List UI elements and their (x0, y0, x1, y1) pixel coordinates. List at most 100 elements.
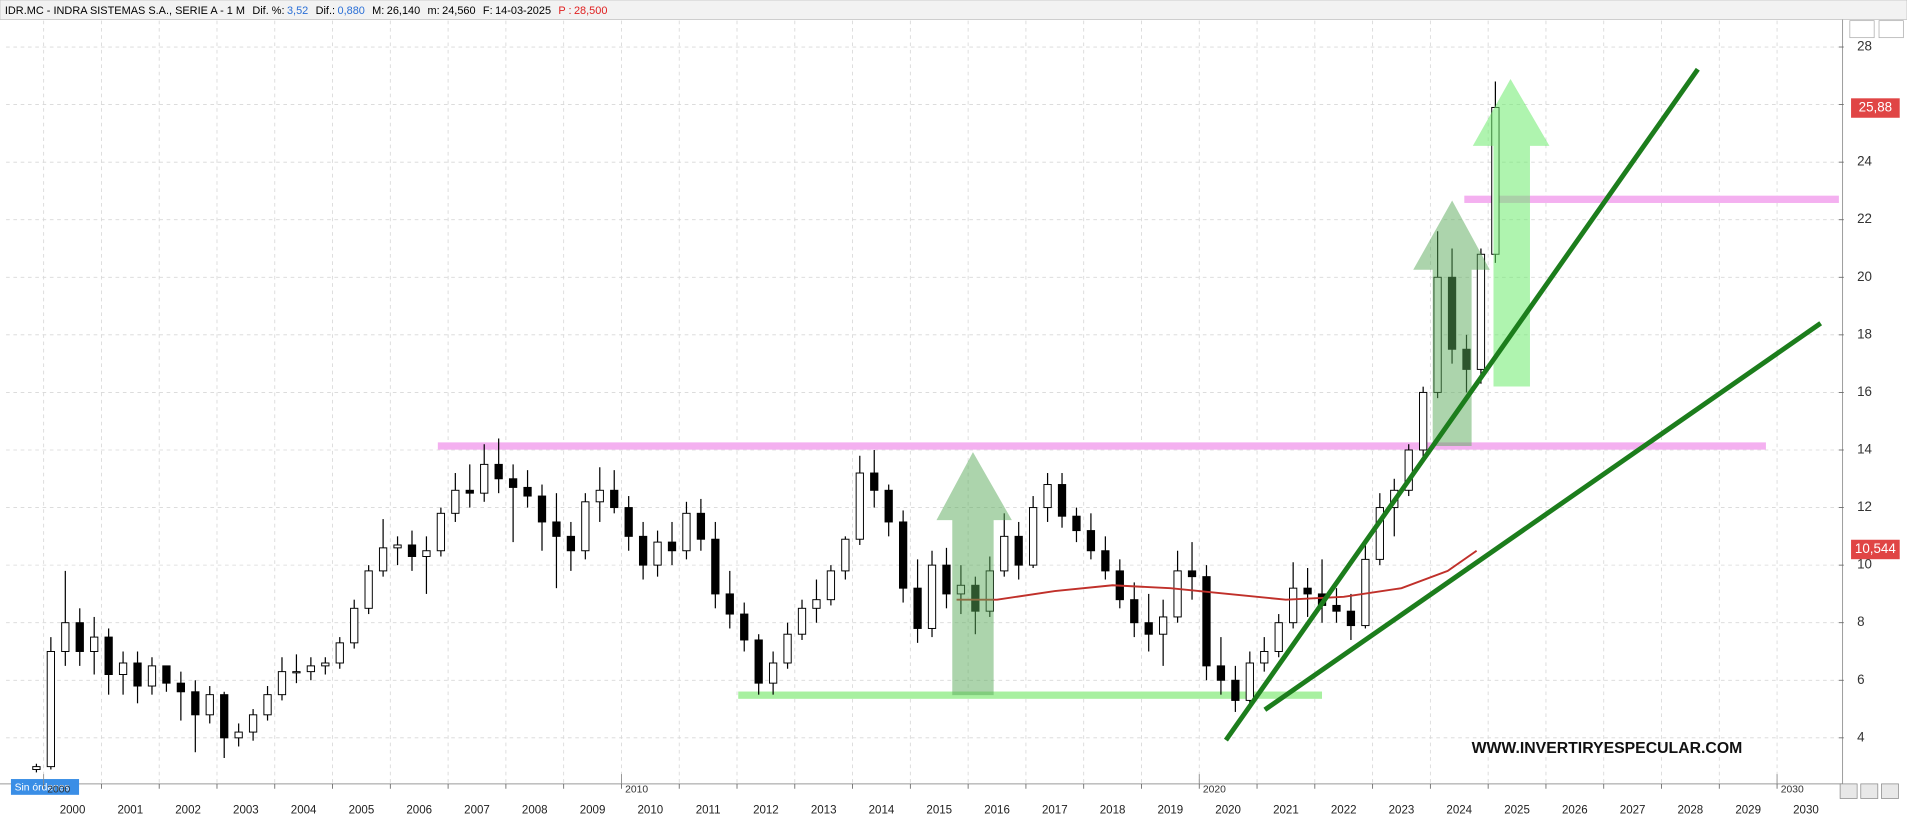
window-button[interactable] (1849, 20, 1875, 39)
trend-line (1223, 67, 1700, 742)
candle-body (263, 694, 272, 716)
x-tick-label: 2003 (233, 805, 259, 817)
candle-body (552, 521, 561, 537)
candle-body (1404, 449, 1413, 491)
header-value: 14-03-2025 (495, 5, 551, 17)
candle-body (32, 766, 41, 770)
header-bar (0, 0, 1907, 20)
x-tick-label: 2006 (406, 805, 432, 817)
x-tick-label: 2001 (117, 805, 143, 817)
candle-body (826, 570, 836, 601)
candle-body (90, 636, 99, 652)
price-label: 10,544 (1855, 541, 1896, 556)
header-value: 3,52 (287, 5, 308, 17)
candle-body (147, 665, 157, 687)
candle-body (927, 564, 937, 629)
x-tick-label: 2028 (1678, 805, 1704, 817)
candle-body (104, 636, 113, 675)
x-tick-label: 2022 (1331, 805, 1357, 817)
header-value: 26,140 (387, 5, 420, 17)
candle-body (277, 671, 287, 696)
x-tick-label: 2026 (1562, 805, 1588, 817)
candle-body (768, 662, 778, 684)
x-tick-label: 2029 (1735, 805, 1761, 817)
candle-body (1173, 570, 1182, 618)
candle-body (306, 665, 316, 673)
x-tick-label: 2021 (1273, 805, 1299, 817)
x-tick-label: 2013 (811, 805, 837, 817)
header-value: 24,560 (442, 5, 475, 17)
candles (32, 81, 1500, 773)
candle-body (624, 507, 633, 537)
y-tick-label: 14 (1857, 442, 1872, 457)
candle-body (1043, 484, 1052, 509)
candle-body (1419, 391, 1428, 451)
orders-status: Sin órdenes (15, 782, 70, 793)
header-value: 28,500 (574, 5, 607, 17)
header: IDR.MC - INDRA SISTEMAS S.A., SERIE A - … (5, 5, 608, 17)
window-button[interactable] (1878, 20, 1904, 39)
candle-body (1231, 679, 1240, 701)
candle-body (422, 550, 431, 557)
header-label: Dif.: (316, 5, 335, 17)
candle-body (364, 570, 373, 609)
candle-body (682, 512, 691, 552)
candle-body (133, 662, 142, 687)
header-label: Dif. %: (252, 5, 284, 17)
orders-badge (10, 779, 80, 795)
candle-body (653, 541, 662, 566)
candle-body (638, 535, 648, 566)
resistance-band (437, 442, 1766, 450)
candle-body (1130, 599, 1139, 624)
candle-body (176, 682, 186, 693)
header-label: m: (428, 5, 440, 17)
candle-body (350, 607, 359, 644)
candle-body (1057, 484, 1067, 517)
candle-body (46, 650, 55, 768)
scroll-button[interactable] (1839, 783, 1858, 799)
y-tick-label: 22 (1857, 211, 1872, 226)
x-tick-label: 2024 (1446, 805, 1472, 817)
candle-body (1274, 622, 1283, 652)
resistance-band (1464, 195, 1839, 203)
x-tick-label: 2012 (753, 805, 779, 817)
candle-body (1072, 515, 1081, 532)
candle-body (754, 639, 763, 684)
candle-body (841, 538, 850, 572)
decade-label: 2000 (47, 785, 70, 796)
x-tick-label: 2005 (349, 805, 375, 817)
candle-body (205, 694, 214, 716)
candle-body (1029, 507, 1038, 566)
annotations (936, 67, 1823, 742)
candle-body (595, 489, 604, 503)
candle-body (162, 665, 171, 684)
x-tick-label: 2018 (1100, 805, 1126, 817)
candle-body (1159, 616, 1168, 635)
menu-button[interactable] (1881, 783, 1899, 799)
candle-body (465, 489, 474, 494)
candle-body (1216, 665, 1226, 681)
candle-body (451, 489, 460, 514)
candle-body (1245, 662, 1254, 701)
header-label: F: (483, 5, 493, 17)
candle-body (480, 463, 489, 494)
candle-body (494, 463, 503, 480)
save-button[interactable] (1860, 783, 1879, 799)
x-tick-label: 2020 (1215, 805, 1241, 817)
x-tick-label: 2008 (522, 805, 548, 817)
candle-body (1476, 253, 1486, 370)
candle-body (191, 691, 200, 716)
candle-body (1332, 604, 1341, 612)
y-tick-label: 10 (1857, 557, 1872, 572)
candle-body (1202, 576, 1211, 667)
support-band (738, 691, 1323, 699)
candle-body (378, 547, 388, 572)
x-tick-label: 2007 (464, 805, 490, 817)
candle-body (913, 587, 922, 629)
x-tick-label: 2000 (60, 805, 86, 817)
candle-body (407, 544, 417, 557)
y-tick-label: 12 (1857, 499, 1872, 514)
candle-body (1346, 610, 1356, 627)
